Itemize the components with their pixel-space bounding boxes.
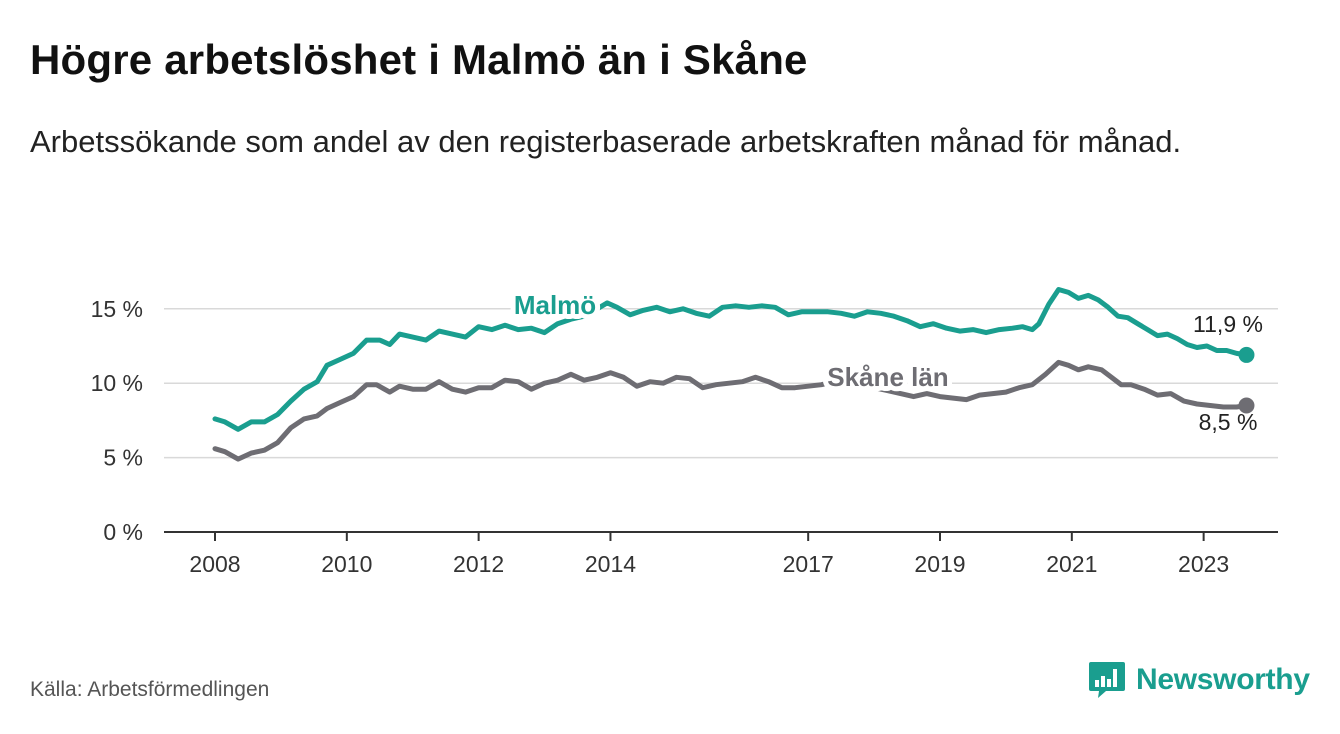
series-label: Malmö: [514, 290, 596, 320]
line-chart: 0 %5 %10 %15 % 2008 2010 2012 2014 2017 2019 2…: [91, 285, 1278, 577]
series-end-dot-0: [1238, 346, 1255, 363]
x-tick-label: 2021: [1046, 551, 1097, 577]
x-tick-label: 2012: [453, 551, 504, 577]
x-tick-label: 2023: [1178, 551, 1229, 577]
series-end-dot-1: [1238, 397, 1255, 414]
x-tick-label: 2014: [585, 551, 636, 577]
series-label: Skåne län: [827, 362, 948, 392]
y-tick-label: 0 %: [103, 519, 143, 545]
newsworthy-logo-text: Newsworthy: [1136, 663, 1310, 696]
series-line-1: [212, 359, 1249, 462]
series-end-value: 11,9 %: [1193, 311, 1263, 337]
x-tick-label: 2017: [783, 551, 834, 577]
x-tick-label: 2010: [321, 551, 372, 577]
y-tick-label: 5 %: [103, 445, 143, 471]
x-ticks: 2008 2010 2012 2014 2017 2019 2021 2023: [189, 532, 1229, 577]
source-note: Källa: Arbetsförmedlingen: [30, 678, 270, 701]
chart-subtitle: Arbetssökande som andel av den registerb…: [30, 124, 1182, 159]
series-end-value: 8,5 %: [1199, 409, 1258, 435]
series-line-0: [212, 287, 1249, 432]
chart-title: Högre arbetslöshet i Malmö än i Skåne: [30, 36, 808, 83]
newsworthy-logo-icon: [1089, 662, 1125, 698]
y-tick-label: 15 %: [91, 296, 143, 322]
series-label-halo: Skåne län: [827, 362, 948, 392]
series-label-halo: Malmö: [514, 290, 596, 320]
x-tick-label: 2019: [914, 551, 965, 577]
series-lines: [212, 287, 1255, 462]
y-tick-label: 10 %: [91, 370, 143, 396]
x-tick-label: 2008: [189, 551, 240, 577]
newsworthy-logo: Newsworthy: [1088, 660, 1310, 700]
